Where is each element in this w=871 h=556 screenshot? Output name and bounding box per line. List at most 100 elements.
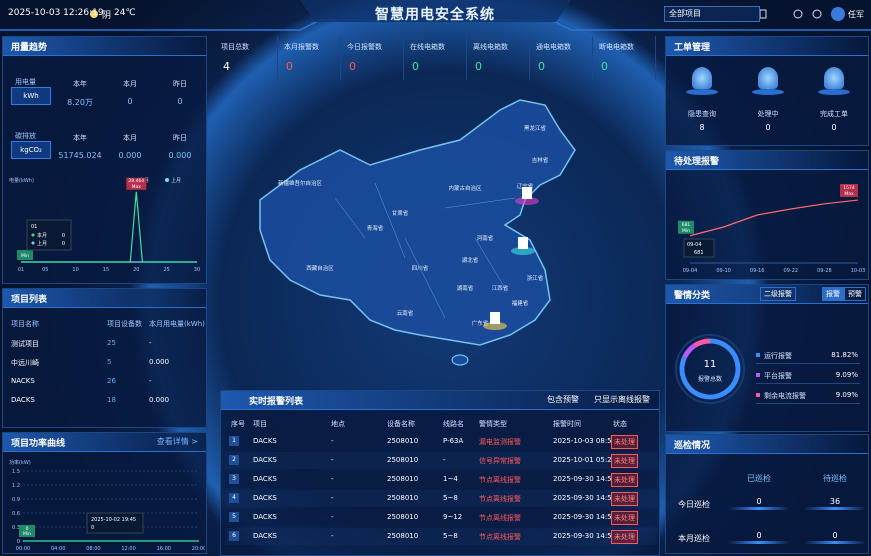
stat-value: 0 (286, 60, 293, 73)
table-header: 地点 (331, 420, 345, 428)
table-row (225, 528, 657, 545)
chart: 电量(kWh)01051015202530本月上月28.464MaxMin01本… (9, 177, 200, 273)
table-cell: 未处理 (611, 492, 638, 506)
page-title: 智慧用电安全系统 (375, 7, 495, 23)
min-value: 681 (682, 222, 691, 228)
energy-value: 0.000 (118, 151, 142, 160)
table-cell: 2508010 (387, 513, 419, 521)
energy-label: 碳排放 (15, 132, 36, 140)
legend-dot (165, 178, 169, 182)
table-header: 项目 (253, 420, 267, 428)
value-bar (728, 541, 790, 544)
table-cell: 节点离线报警 (479, 495, 521, 503)
tooltip-value: 0 (62, 233, 65, 239)
order-value: 0 (765, 123, 771, 132)
user-name[interactable]: 任军 (848, 10, 864, 19)
x-tick-label: 09-22 (784, 268, 799, 274)
border (444, 197, 516, 209)
panel-title: 工单管理 (674, 43, 711, 53)
energy-value: 8.20万 (67, 98, 93, 107)
tab[interactable]: 预警 (844, 287, 866, 301)
y-axis-label: 功率(kW) (9, 459, 31, 466)
x-tick-label: 10-03 (851, 268, 866, 274)
table-cell: 1 (229, 436, 239, 446)
legend-rule (756, 403, 860, 404)
panel-header: 待处理报警 (666, 151, 868, 170)
stat-value: 0 (412, 60, 419, 73)
region-label: 湖北省 (462, 256, 479, 264)
tab[interactable]: 二级报警 (760, 287, 796, 301)
chart: 11 报警总数 (675, 334, 745, 404)
panel-header: 项目功率曲线 (3, 433, 206, 452)
row-value: 0 (832, 531, 838, 540)
table-cell: 节点离线报警 (479, 514, 521, 522)
region-label: 内蒙古自治区 (448, 184, 482, 192)
order-icon (824, 67, 844, 89)
detail-link[interactable]: 查看详情 > (156, 437, 198, 446)
max-value: 28.464 (128, 178, 144, 184)
row-label: 本月巡检 (678, 534, 710, 543)
table-cell: NACKS (11, 377, 35, 385)
panel-header: 警情分类 (666, 285, 868, 304)
tooltip-value: 0 (91, 525, 94, 531)
x-tick-label: 16:00 (157, 546, 171, 552)
temperature: 24℃ (114, 8, 136, 18)
region-label: 甘肃省 (392, 209, 409, 217)
weather: 阴 (102, 11, 112, 21)
order-icon (692, 67, 712, 89)
row-value: 0 (756, 531, 762, 540)
energy-column: 昨日 (173, 80, 187, 88)
table-cell: 2025-09-30 14:5 (553, 475, 612, 483)
order-label: 完成工单 (820, 110, 848, 118)
panel-title: 巡检情况 (674, 441, 711, 451)
x-tick-label: 15 (103, 267, 109, 273)
pin-glow (511, 247, 535, 255)
ring-segment (679, 338, 741, 400)
alarm-panel: 实时报警列表 包含预警 只显示离线报警 序号 项目 地点 设备名称 线路名 警情类型 报警时间 状态… (220, 390, 660, 556)
order-base (752, 89, 784, 95)
y-tick-label: 0.9 (12, 497, 20, 503)
table-header: 状态 (613, 420, 627, 428)
value-bar (728, 507, 790, 510)
table-cell: - (149, 339, 152, 347)
table-cell: P-63A (443, 437, 464, 445)
legend-value: 81.82% (831, 351, 858, 359)
energy-label: 用电量 (15, 78, 36, 86)
tab[interactable]: 报警 (822, 287, 844, 301)
region-label: 新疆维吾尔自治区 (278, 179, 323, 187)
tab[interactable]: 包含预警 (547, 395, 579, 404)
panel: 待处理报警 09-04 09-10 09-16 09-22 09-28 10-03 1574 M… (665, 150, 869, 280)
table-cell: 未处理 (611, 530, 638, 544)
ring-total: 11 (704, 359, 717, 370)
tab[interactable]: 只显示离线报警 (594, 395, 650, 404)
table-cell: 2025-09-30 14:5 (553, 513, 612, 521)
stat-value: 0 (538, 60, 545, 73)
tooltip (86, 512, 144, 534)
legend-value: 9.09% (835, 371, 858, 379)
table-cell: 未处理 (611, 454, 638, 468)
stat-value: 0 (601, 60, 608, 73)
max-value: 1574 (843, 185, 855, 191)
stat-card: 通电电箱数 0 (530, 36, 593, 80)
table-header: 线路名 (443, 420, 464, 428)
ring-bg (675, 334, 745, 404)
energy-value: 51745.024 (58, 151, 102, 160)
max-marker (840, 184, 858, 198)
row-value: 36 (829, 497, 841, 506)
project-select[interactable]: 全部项目 (664, 6, 760, 22)
tooltip-value: 681 (694, 250, 704, 256)
stat-value: 0 (475, 60, 482, 73)
panel-header: 项目列表 (3, 289, 206, 308)
energy-unit: kWh (11, 87, 51, 105)
tooltip-value: 0 (62, 241, 65, 247)
panel: 项目功率曲线 查看详情 > 功率(kW) 0 0.3 0.6 0.9 1.2 1.5 00:00 0… (2, 432, 207, 554)
stat-label: 断电电箱数 (599, 43, 634, 51)
y-tick-label: 0.6 (12, 511, 20, 517)
china-map (259, 99, 576, 346)
table-cell: 25 (107, 339, 116, 347)
table-cell: 2 (229, 455, 239, 465)
order-base (818, 89, 850, 95)
